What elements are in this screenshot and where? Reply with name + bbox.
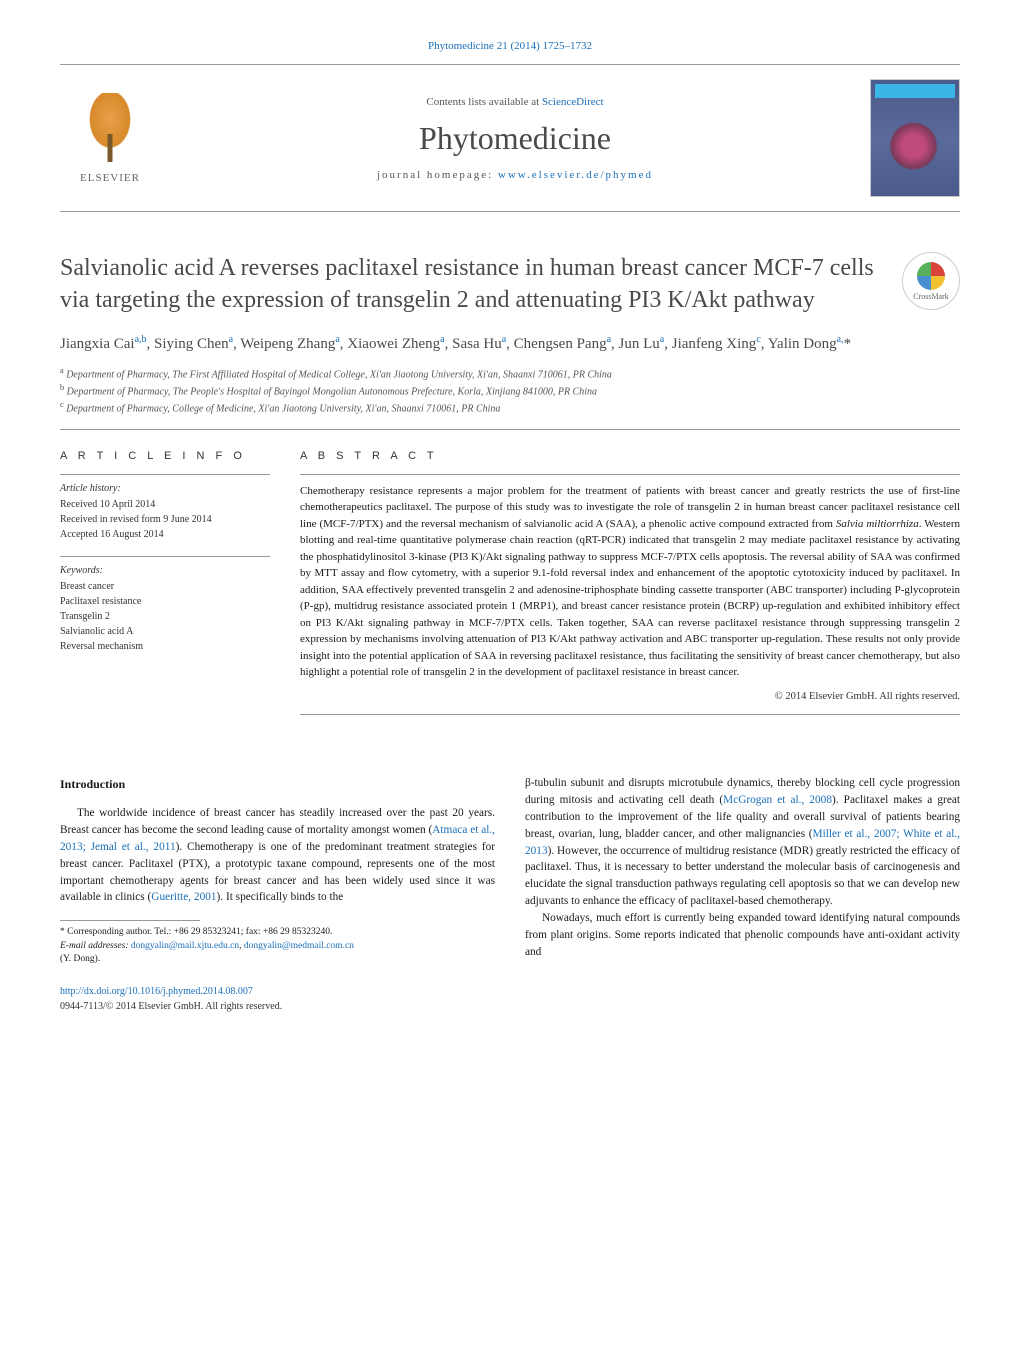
authors-list: Jiangxia Caia,b, Siying Chena, Weipeng Z… xyxy=(60,333,960,355)
contents-prefix: Contents lists available at xyxy=(426,96,539,108)
right-column: β-tubulin subunit and disrupts microtubu… xyxy=(525,775,960,1015)
sciencedirect-link[interactable]: ScienceDirect xyxy=(542,96,604,108)
intro-continuation: β-tubulin subunit and disrupts microtubu… xyxy=(525,775,960,911)
col2-text-c: ). However, the occurrence of multidrug … xyxy=(525,845,960,908)
contents-list-line: Contents lists available at ScienceDirec… xyxy=(160,96,870,108)
intro-heading: Introduction xyxy=(60,775,495,793)
elsevier-label: ELSEVIER xyxy=(80,172,140,184)
ref-link-gueritte[interactable]: Gueritte, 2001 xyxy=(151,891,216,903)
crossmark-badge[interactable]: CrossMark xyxy=(902,252,960,310)
title-row: Salvianolic acid A reverses paclitaxel r… xyxy=(60,252,960,317)
intro-paragraph-2: Nowadays, much effort is currently being… xyxy=(525,910,960,961)
crossmark-icon xyxy=(917,262,945,290)
article-title: Salvianolic acid A reverses paclitaxel r… xyxy=(60,252,902,317)
body-columns: Introduction The worldwide incidence of … xyxy=(60,775,960,1015)
elsevier-tree-icon xyxy=(75,93,145,168)
intro-text-a: The worldwide incidence of breast cancer… xyxy=(60,807,495,836)
crossmark-label: CrossMark xyxy=(913,292,949,301)
history-text: Received 10 April 2014Received in revise… xyxy=(60,497,270,542)
email-line: E-mail addresses: dongyalin@mail.xjtu.ed… xyxy=(60,940,495,953)
abstract-column: A B S T R A C T Chemotherapy resistance … xyxy=(300,450,960,715)
article-info-column: A R T I C L E I N F O Article history: R… xyxy=(60,450,270,715)
left-column: Introduction The worldwide incidence of … xyxy=(60,775,495,1015)
email-name: (Y. Dong). xyxy=(60,953,495,966)
header-center: Contents lists available at ScienceDirec… xyxy=(160,96,870,181)
citation-link[interactable]: Phytomedicine 21 (2014) 1725–1732 xyxy=(428,40,592,52)
affiliations: a Department of Pharmacy, The First Affi… xyxy=(60,365,960,417)
doi-line: http://dx.doi.org/10.1016/j.phymed.2014.… xyxy=(60,984,495,999)
keywords-label: Keywords: xyxy=(60,565,270,576)
homepage-line: journal homepage: www.elsevier.de/phymed xyxy=(160,169,870,181)
journal-name: Phytomedicine xyxy=(160,120,870,157)
email-label: E-mail addresses: xyxy=(60,941,129,951)
history-label: Article history: xyxy=(60,483,270,494)
abstract-text: Chemotherapy resistance represents a maj… xyxy=(300,483,960,681)
keywords-block: Keywords: Breast cancerPaclitaxel resist… xyxy=(60,556,270,654)
homepage-label: journal homepage: xyxy=(377,169,493,181)
affiliation-a: a Department of Pharmacy, The First Affi… xyxy=(60,365,960,382)
footnote-separator xyxy=(60,920,200,921)
intro-paragraph-1: The worldwide incidence of breast cancer… xyxy=(60,805,495,907)
history-block: Article history: Received 10 April 2014R… xyxy=(60,474,270,542)
homepage-link[interactable]: www.elsevier.de/phymed xyxy=(498,169,653,181)
ref-link-mcgrogan[interactable]: McGrogan et al., 2008 xyxy=(723,794,832,806)
issn-line: 0944-7113/© 2014 Elsevier GmbH. All righ… xyxy=(60,999,495,1014)
affiliation-c: c Department of Pharmacy, College of Med… xyxy=(60,399,960,416)
citation-line: Phytomedicine 21 (2014) 1725–1732 xyxy=(60,40,960,52)
email-link-2[interactable]: dongyalin@medmail.com.cn xyxy=(244,941,354,951)
intro-text-c: ). It specifically binds to the xyxy=(217,891,344,903)
page-container: Phytomedicine 21 (2014) 1725–1732 ELSEVI… xyxy=(0,0,1020,1054)
divider xyxy=(60,429,960,430)
corresponding-author: * Corresponding author. Tel.: +86 29 853… xyxy=(60,926,495,939)
email-link-1[interactable]: dongyalin@mail.xjtu.edu.cn xyxy=(131,941,239,951)
journal-header: ELSEVIER Contents lists available at Sci… xyxy=(60,64,960,212)
info-abstract-row: A R T I C L E I N F O Article history: R… xyxy=(60,450,960,715)
journal-cover-thumbnail[interactable] xyxy=(870,79,960,197)
abstract-bottom-divider xyxy=(300,714,960,715)
keywords-text: Breast cancerPaclitaxel resistanceTransg… xyxy=(60,579,270,654)
elsevier-logo[interactable]: ELSEVIER xyxy=(60,83,160,193)
abstract-divider xyxy=(300,474,960,475)
doi-link[interactable]: http://dx.doi.org/10.1016/j.phymed.2014.… xyxy=(60,986,253,997)
affiliation-b: b Department of Pharmacy, The People's H… xyxy=(60,382,960,399)
article-info-heading: A R T I C L E I N F O xyxy=(60,450,270,462)
abstract-copyright: © 2014 Elsevier GmbH. All rights reserve… xyxy=(300,691,960,702)
abstract-heading: A B S T R A C T xyxy=(300,450,960,462)
footnotes: * Corresponding author. Tel.: +86 29 853… xyxy=(60,926,495,966)
